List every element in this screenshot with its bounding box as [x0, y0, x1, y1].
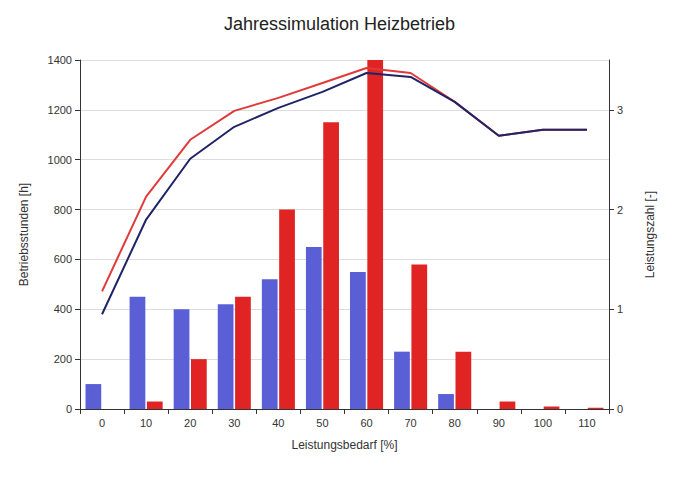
svg-text:80: 80	[449, 417, 461, 429]
svg-text:Jahressimulation Heizbetrieb: Jahressimulation Heizbetrieb	[224, 14, 455, 34]
svg-text:1: 1	[617, 303, 623, 315]
svg-text:70: 70	[405, 417, 417, 429]
svg-text:90: 90	[493, 417, 505, 429]
svg-text:1200: 1200	[48, 104, 72, 116]
svg-text:0: 0	[99, 417, 105, 429]
svg-text:Betriebsstunden [h]: Betriebsstunden [h]	[17, 183, 31, 286]
svg-text:Leistungszahl [-]: Leistungszahl [-]	[643, 191, 657, 278]
svg-text:50: 50	[316, 417, 328, 429]
svg-text:60: 60	[360, 417, 372, 429]
svg-text:1400: 1400	[48, 54, 72, 66]
svg-text:0: 0	[66, 403, 72, 415]
svg-text:800: 800	[54, 204, 72, 216]
svg-text:20: 20	[184, 417, 196, 429]
svg-text:110: 110	[578, 417, 596, 429]
svg-text:1000: 1000	[48, 154, 72, 166]
svg-text:40: 40	[272, 417, 284, 429]
svg-text:2: 2	[617, 204, 623, 216]
svg-text:30: 30	[228, 417, 240, 429]
svg-text:3: 3	[617, 104, 623, 116]
svg-text:0: 0	[617, 403, 623, 415]
svg-text:400: 400	[54, 303, 72, 315]
svg-text:600: 600	[54, 253, 72, 265]
svg-text:100: 100	[534, 417, 552, 429]
svg-text:200: 200	[54, 353, 72, 365]
svg-text:10: 10	[140, 417, 152, 429]
svg-text:Leistungsbedarf [%]: Leistungsbedarf [%]	[291, 438, 397, 452]
